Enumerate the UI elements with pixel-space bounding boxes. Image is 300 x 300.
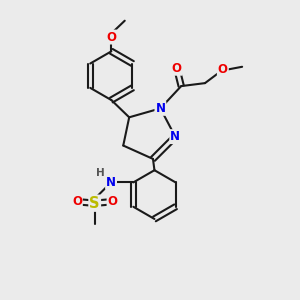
Text: N: N (170, 130, 180, 143)
Text: O: O (172, 62, 182, 75)
Text: H: H (96, 169, 105, 178)
Text: N: N (155, 102, 165, 115)
Text: S: S (89, 196, 100, 211)
Text: O: O (107, 195, 118, 208)
Text: O: O (218, 63, 228, 76)
Text: N: N (106, 176, 116, 189)
Text: O: O (106, 31, 116, 44)
Text: O: O (72, 195, 82, 208)
